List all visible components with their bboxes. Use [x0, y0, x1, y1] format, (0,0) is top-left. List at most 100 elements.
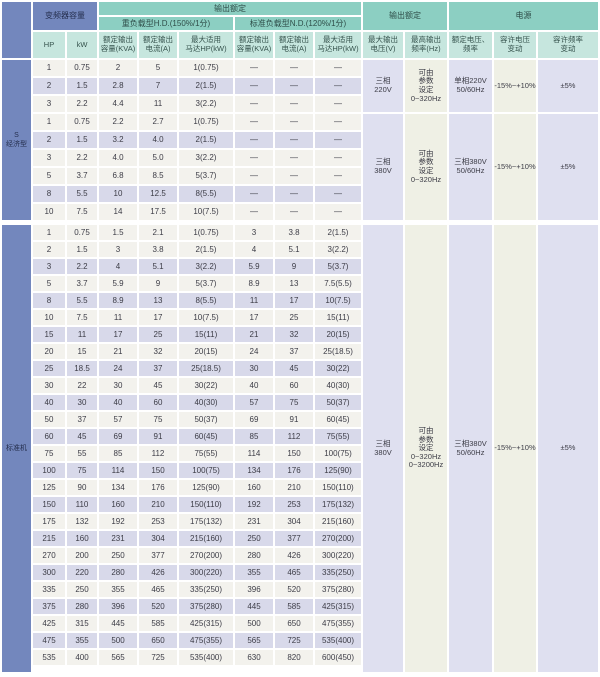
data-cell: 8.9	[235, 276, 273, 291]
data-cell: 85	[99, 446, 137, 461]
data-cell: 2.7	[139, 114, 177, 130]
data-cell: 2(1.5)	[179, 132, 233, 148]
data-cell: 465	[139, 582, 177, 597]
data-cell: —	[315, 168, 361, 184]
data-cell: 160	[67, 531, 97, 546]
data-cell: 396	[235, 582, 273, 597]
data-cell: —	[315, 186, 361, 202]
data-cell: 40	[33, 395, 65, 410]
data-cell: 50(37)	[315, 395, 361, 410]
data-cell: 176	[139, 480, 177, 495]
data-cell: 100(75)	[315, 446, 361, 461]
data-cell: 0.75	[67, 60, 97, 76]
column-header-hp: HP	[33, 32, 65, 58]
column-header-hd-rated-capacity: 额定输出 容量(KVA)	[99, 32, 137, 58]
data-cell: 5(3.7)	[179, 276, 233, 291]
group-header-output-rating-right: 输出额定	[363, 2, 447, 30]
frequency-tolerance-cell: ±5%	[538, 225, 598, 672]
data-cell: 270(200)	[315, 531, 361, 546]
data-cell: 304	[139, 531, 177, 546]
rated-voltage-frequency-cell: 单相220V 50/60Hz	[449, 60, 492, 112]
data-cell: 2	[33, 132, 65, 148]
data-cell: 4	[99, 259, 137, 274]
data-cell: 24	[99, 361, 137, 376]
data-cell: 75	[139, 412, 177, 427]
data-cell: 13	[275, 276, 313, 291]
data-cell: 3	[33, 150, 65, 166]
data-cell: 3(2.2)	[179, 259, 233, 274]
data-cell: —	[235, 186, 273, 202]
data-cell: 2(1.5)	[315, 225, 361, 240]
data-cell: 12.5	[139, 186, 177, 202]
data-cell: 215	[33, 531, 65, 546]
data-cell: 150(110)	[179, 497, 233, 512]
data-cell: —	[315, 78, 361, 94]
data-cell: 17	[99, 327, 137, 342]
data-cell: 75	[33, 446, 65, 461]
data-cell: 335(250)	[315, 565, 361, 580]
data-cell: 60	[33, 429, 65, 444]
data-cell: 15	[67, 344, 97, 359]
voltage-tolerance-cell: -15%~+10%	[494, 225, 536, 672]
data-cell: 1.5	[67, 242, 97, 257]
data-cell: 315	[67, 616, 97, 631]
data-cell: 520	[139, 599, 177, 614]
data-cell: 100	[33, 463, 65, 478]
data-cell: 10(7.5)	[179, 310, 233, 325]
data-cell: 11	[67, 327, 97, 342]
data-cell: 32	[139, 344, 177, 359]
data-cell: 40	[99, 395, 137, 410]
frequency-tolerance-cell: ±5%	[538, 114, 598, 220]
data-cell: 25	[139, 327, 177, 342]
data-cell: —	[235, 204, 273, 220]
data-cell: 1(0.75)	[179, 114, 233, 130]
data-cell: 0.75	[67, 225, 97, 240]
data-cell: 192	[99, 514, 137, 529]
data-cell: 40(30)	[315, 378, 361, 393]
data-cell: 250	[235, 531, 273, 546]
data-cell: 125	[33, 480, 65, 495]
data-cell: 355	[235, 565, 273, 580]
data-cell: 215(160)	[315, 514, 361, 529]
data-cell: 0.75	[67, 114, 97, 130]
data-cell: 60(45)	[315, 412, 361, 427]
data-cell: 125(90)	[179, 480, 233, 495]
data-cell: 57	[235, 395, 273, 410]
data-cell: 2(1.5)	[179, 242, 233, 257]
data-cell: 1.5	[99, 225, 137, 240]
data-cell: 75	[67, 463, 97, 478]
data-cell: 3.8	[139, 242, 177, 257]
max-output-voltage-cell: 三相 380V	[363, 114, 403, 220]
data-cell: 300(220)	[315, 548, 361, 563]
data-cell: 18.5	[67, 361, 97, 376]
data-cell: 3.7	[67, 168, 97, 184]
data-cell: 3(2.2)	[315, 242, 361, 257]
column-header-max-output-frequency: 最高输出 频率(Hz)	[405, 32, 447, 58]
data-cell: 377	[139, 548, 177, 563]
data-cell: 55	[67, 446, 97, 461]
group-header-normal-duty: 标准负载型N.D.(120%/1分)	[235, 17, 361, 30]
data-cell: 91	[275, 412, 313, 427]
frequency-tolerance-cell: ±5%	[538, 60, 598, 112]
data-cell: 30	[235, 361, 273, 376]
data-cell: 377	[275, 531, 313, 546]
data-cell: —	[235, 150, 273, 166]
data-cell: 210	[275, 480, 313, 495]
data-cell: 9	[139, 276, 177, 291]
data-cell: 2.1	[139, 225, 177, 240]
data-cell: 192	[235, 497, 273, 512]
data-cell: 25(18.5)	[179, 361, 233, 376]
data-cell: 280	[99, 565, 137, 580]
data-cell: 114	[99, 463, 137, 478]
data-cell: 2.2	[67, 96, 97, 112]
data-cell: 134	[99, 480, 137, 495]
data-cell: —	[275, 114, 313, 130]
data-cell: 30	[67, 395, 97, 410]
data-cell: 20	[33, 344, 65, 359]
data-cell: 425(315)	[179, 616, 233, 631]
data-cell: 8.9	[99, 293, 137, 308]
data-cell: 5.1	[139, 259, 177, 274]
data-cell: —	[275, 60, 313, 76]
data-cell: 30(22)	[179, 378, 233, 393]
data-cell: 11	[99, 310, 137, 325]
